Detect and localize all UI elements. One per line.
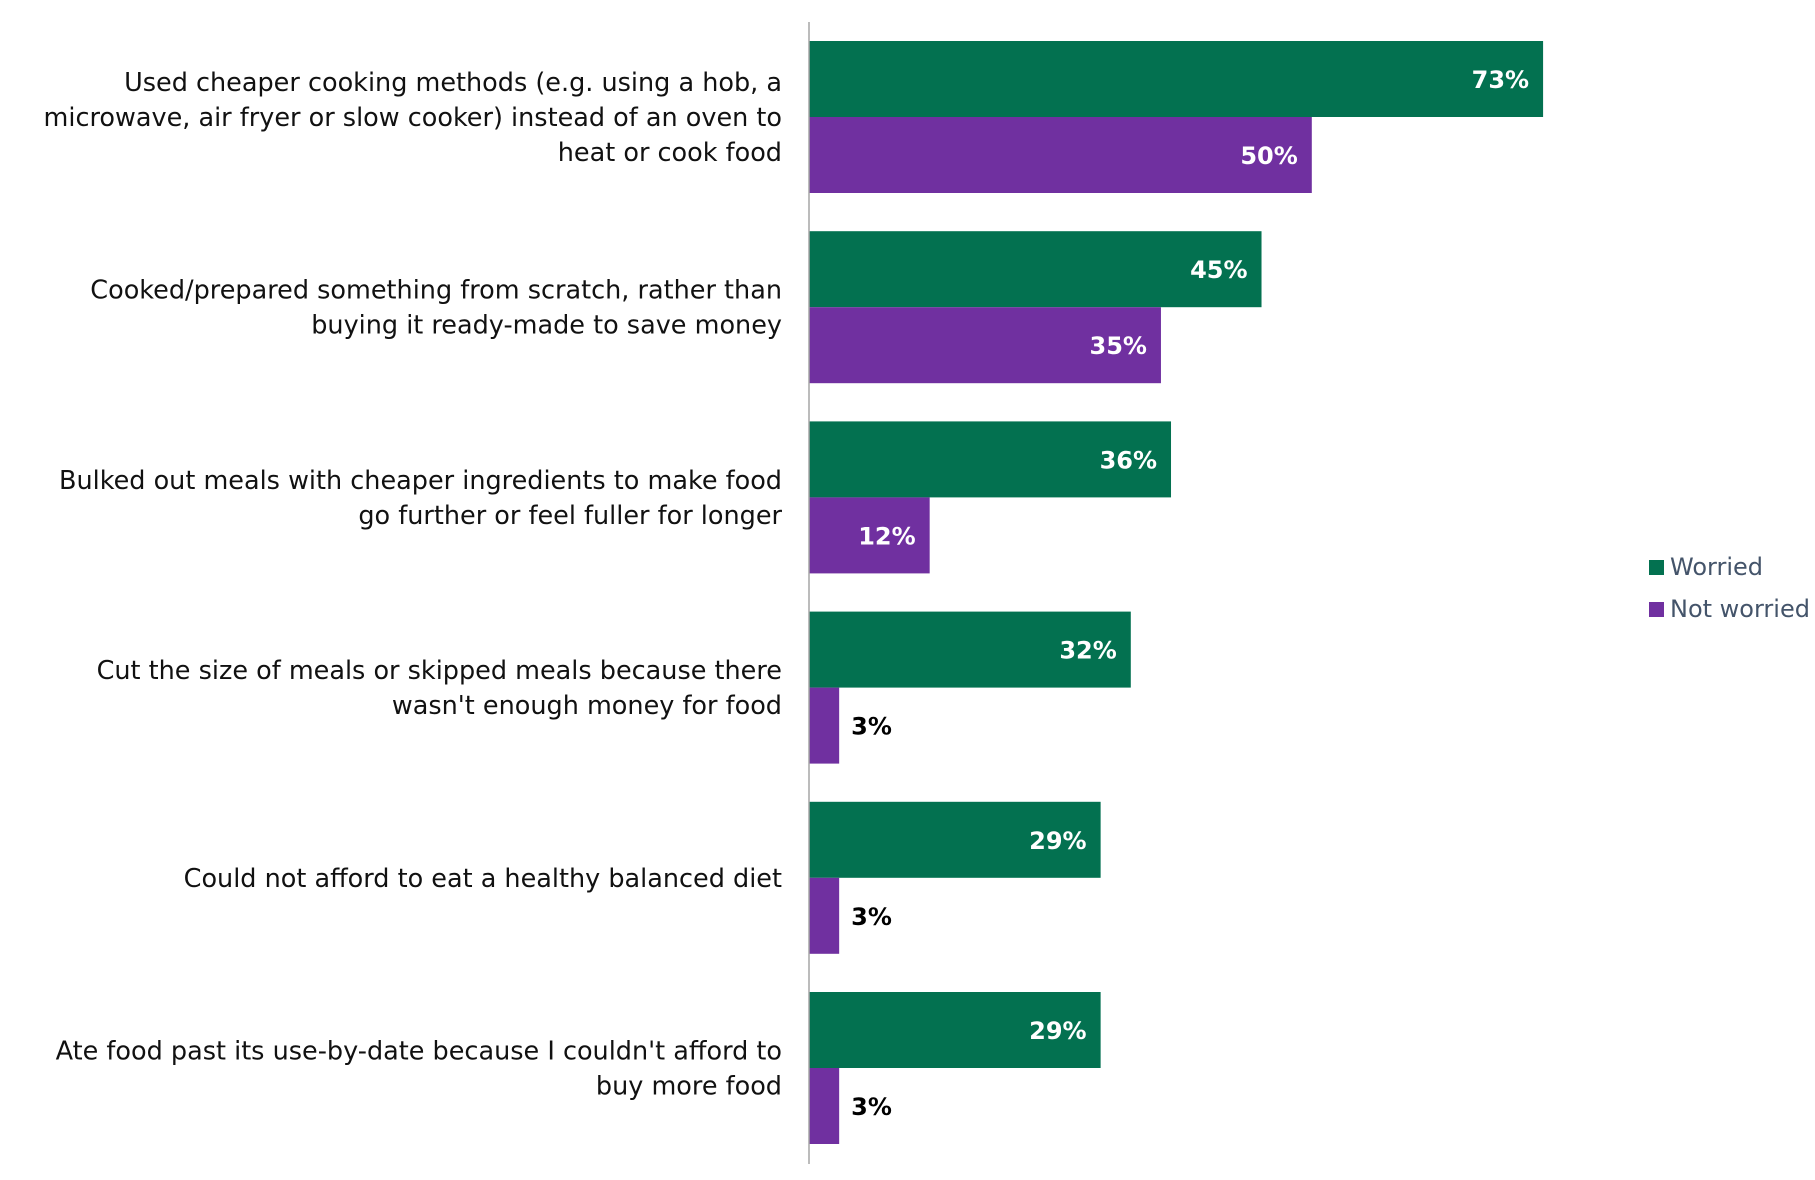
legend-label: Not worried: [1670, 595, 1810, 623]
data-label: 3%: [851, 713, 892, 741]
category-label-line: Could not afford to eat a healthy balanc…: [184, 864, 782, 894]
data-label: 3%: [851, 903, 892, 931]
bar-not-worried: [809, 117, 1312, 193]
bar-worried: [809, 421, 1172, 498]
category-label-line: Cut the size of meals or skipped meals b…: [97, 656, 782, 686]
bar-worried: [809, 611, 1131, 688]
category-label-line: Used cheaper cooking methods (e.g. using…: [124, 68, 782, 98]
category-label-line: microwave, air fryer or slow cooker) ins…: [44, 103, 782, 133]
bar-not-worried: [809, 497, 930, 574]
data-label: 73%: [1472, 66, 1529, 94]
category-labels: Used cheaper cooking methods (e.g. using…: [44, 68, 783, 1102]
bar-worried: [809, 41, 1544, 117]
legend: Worried Not worried: [1649, 553, 1810, 623]
legend-swatch: [1649, 602, 1664, 617]
data-label: 32%: [1059, 637, 1116, 665]
category-label: Cut the size of meals or skipped meals b…: [97, 656, 782, 721]
category-label: Cooked/prepared something from scratch, …: [90, 276, 782, 341]
data-label: 3%: [851, 1093, 892, 1121]
category-label-line: buy more food: [596, 1072, 782, 1102]
data-label: 12%: [858, 522, 915, 550]
data-label: 45%: [1190, 256, 1247, 284]
data-label: 29%: [1029, 827, 1086, 855]
category-label-line: heat or cook food: [558, 138, 782, 168]
category-label: Used cheaper cooking methods (e.g. using…: [44, 68, 782, 168]
value-labels: 73% 50% 45% 35% 36% 12% 32% 3% 29% 3% 29% 3%: [851, 66, 1529, 1121]
bars: [809, 41, 1544, 1144]
bar-worried: [809, 801, 1101, 878]
category-label-line: Bulked out meals with cheaper ingredient…: [59, 466, 782, 496]
category-label-line: Cooked/prepared something from scratch, …: [90, 276, 782, 306]
legend-label: Worried: [1670, 553, 1763, 581]
data-label: 35%: [1090, 332, 1147, 360]
data-label: 29%: [1029, 1017, 1086, 1045]
category-label-line: wasn't enough money for food: [392, 691, 782, 721]
category-label: Ate food past its use-by-date because I …: [56, 1037, 782, 1102]
data-label: 50%: [1240, 142, 1297, 170]
data-label: 36%: [1100, 446, 1157, 474]
bar-not-worried: [809, 877, 840, 954]
legend-swatch: [1649, 560, 1664, 575]
bar-worried: [809, 231, 1262, 308]
bar-not-worried: [809, 1068, 840, 1144]
category-label-line: go further or feel fuller for longer: [358, 501, 782, 531]
bar-not-worried: [809, 687, 840, 764]
category-label: Bulked out meals with cheaper ingredient…: [59, 466, 783, 531]
bar-worried: [809, 992, 1101, 1068]
bar-not-worried: [809, 307, 1161, 384]
category-label-line: Ate food past its use-by-date because I …: [56, 1037, 782, 1067]
category-label: Could not afford to eat a healthy balanc…: [184, 864, 782, 894]
category-label-line: buying it ready-made to save money: [311, 311, 782, 341]
